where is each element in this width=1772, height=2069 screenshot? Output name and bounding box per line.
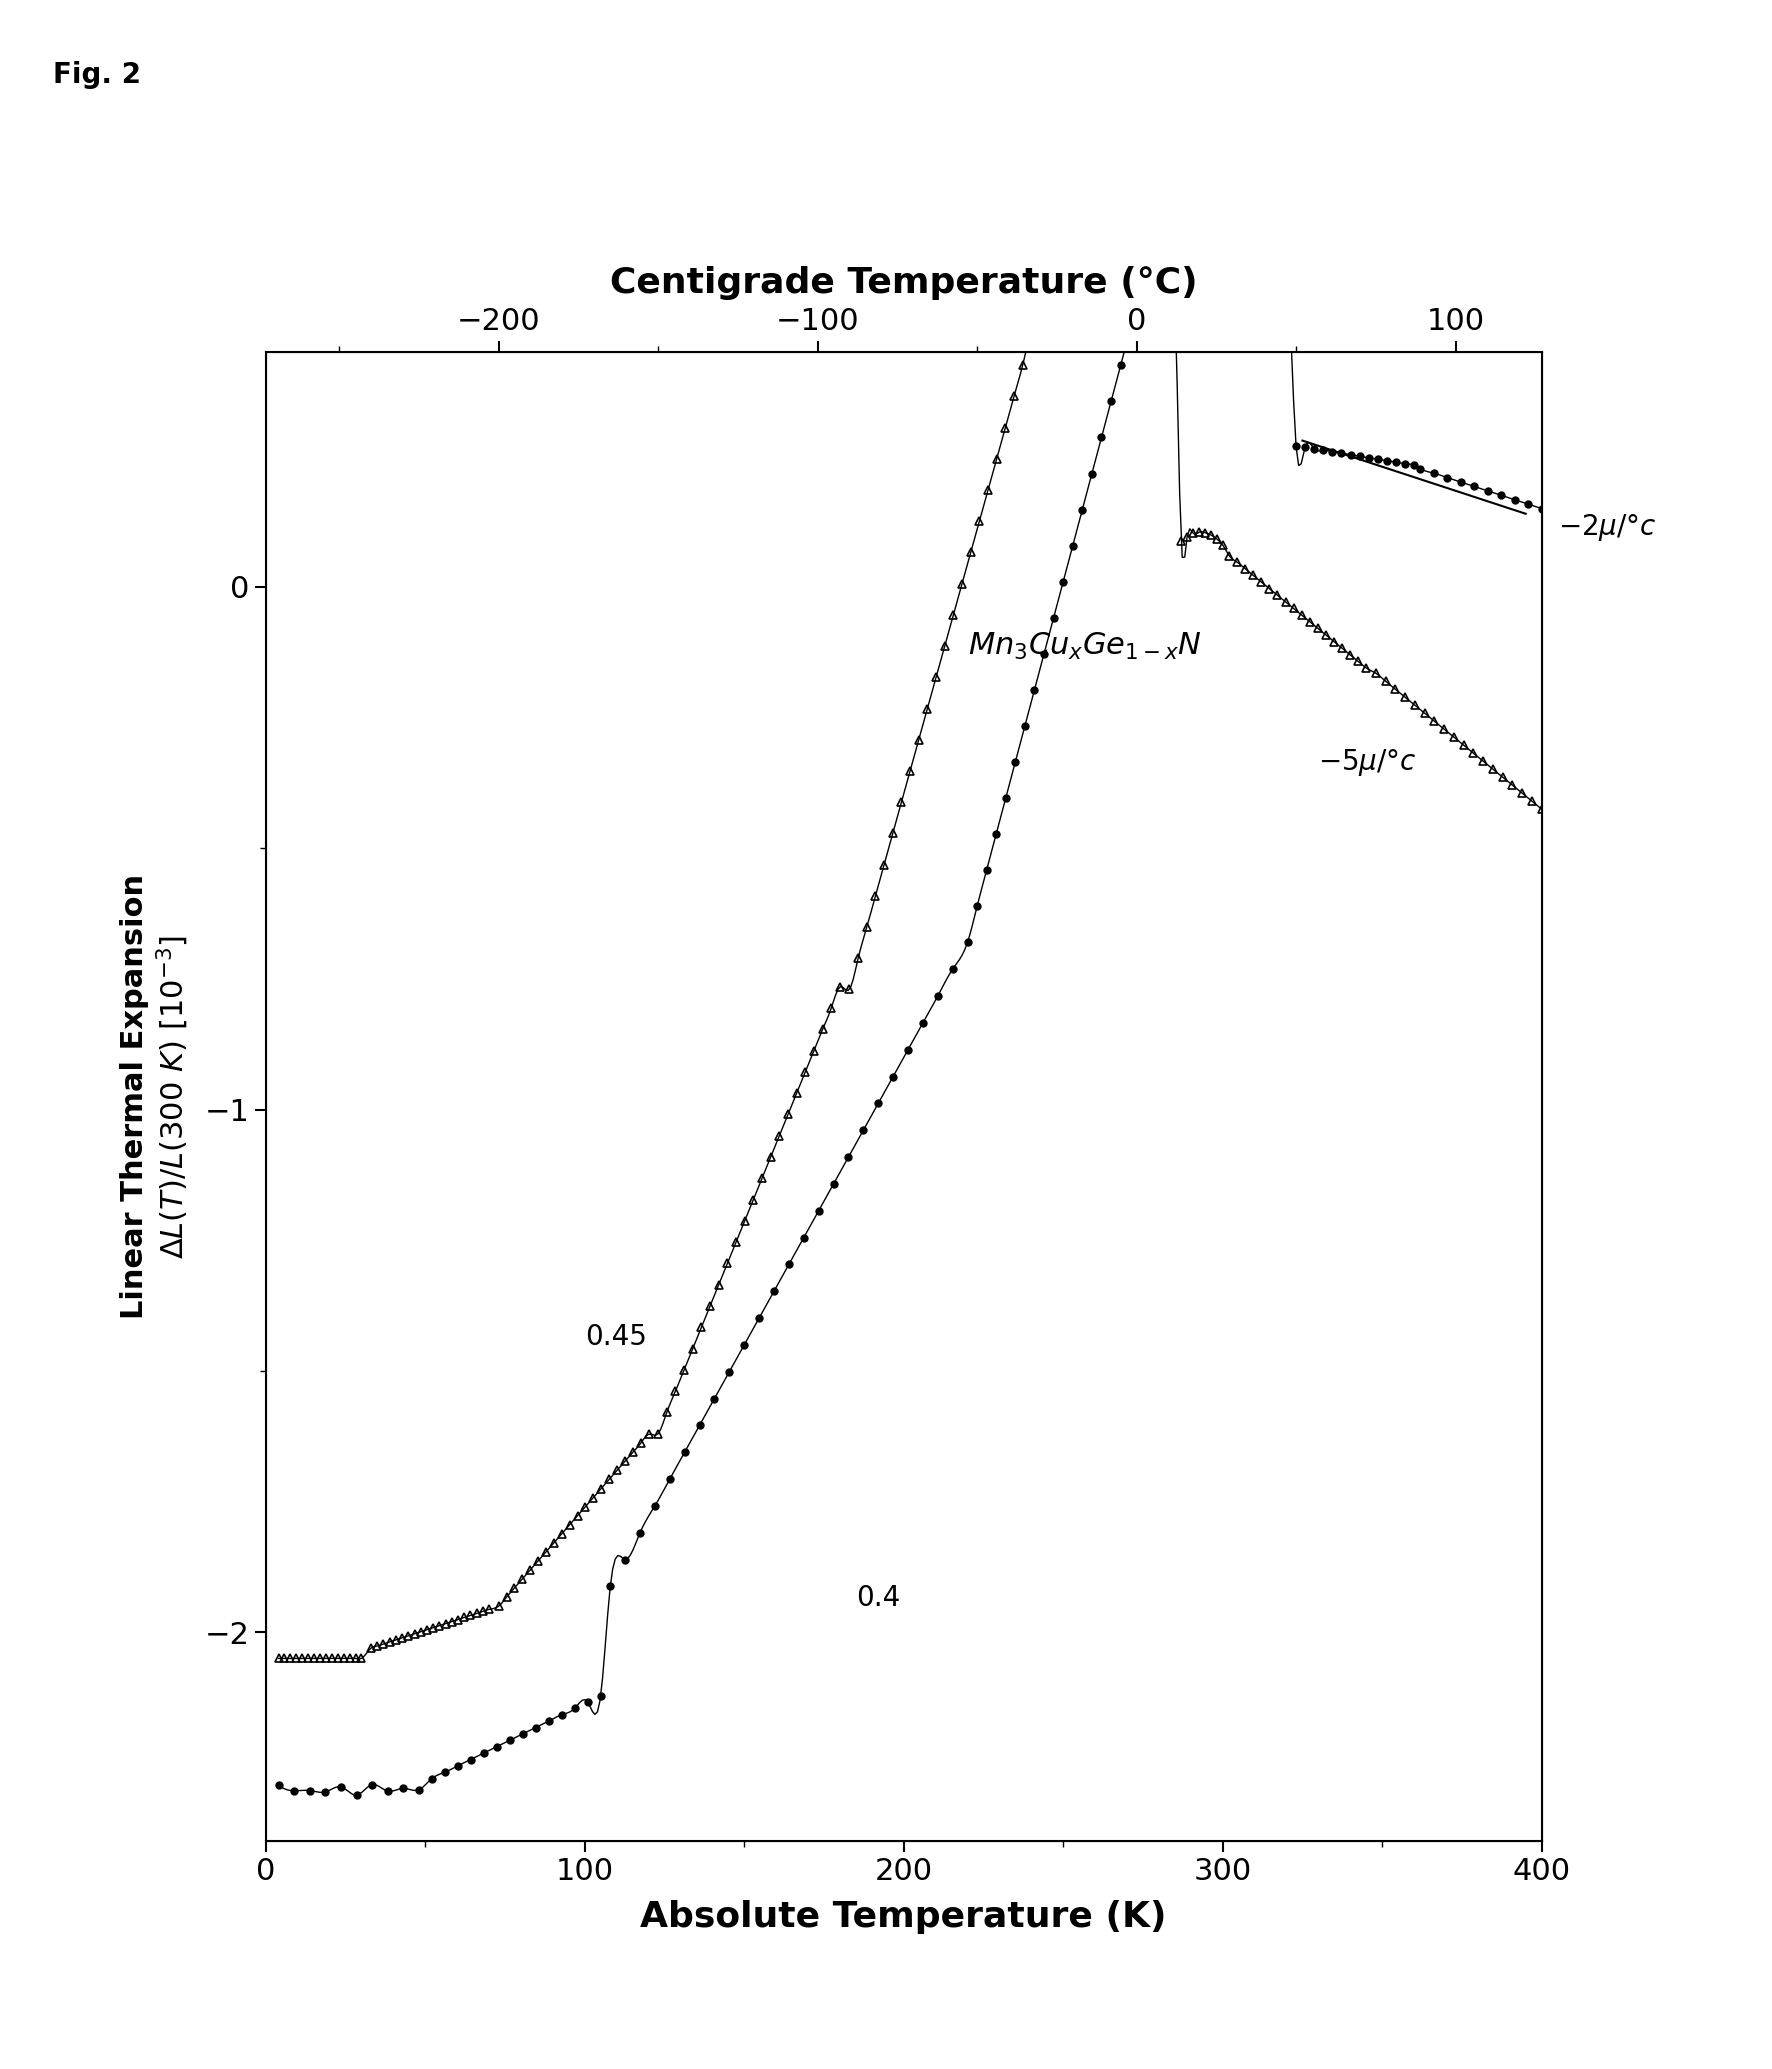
Text: 0.45: 0.45 [585,1322,647,1351]
Text: $-2\mu/°c$: $-2\mu/°c$ [1558,511,1657,542]
Text: Fig. 2: Fig. 2 [53,60,142,89]
Text: $Mn_3Cu_xGe_{1-x}N$: $Mn_3Cu_xGe_{1-x}N$ [968,631,1201,662]
X-axis label: Absolute Temperature (K): Absolute Temperature (K) [640,1899,1168,1935]
Text: 0.4: 0.4 [856,1585,900,1612]
X-axis label: Centigrade Temperature (°C): Centigrade Temperature (°C) [610,267,1198,300]
Text: $-5\mu/°c$: $-5\mu/°c$ [1318,747,1418,778]
Y-axis label: Linear Thermal Expansion
$\Delta L(T)/L(300\ K)\ [10^{-3}]$: Linear Thermal Expansion $\Delta L(T)/L(… [120,873,191,1320]
